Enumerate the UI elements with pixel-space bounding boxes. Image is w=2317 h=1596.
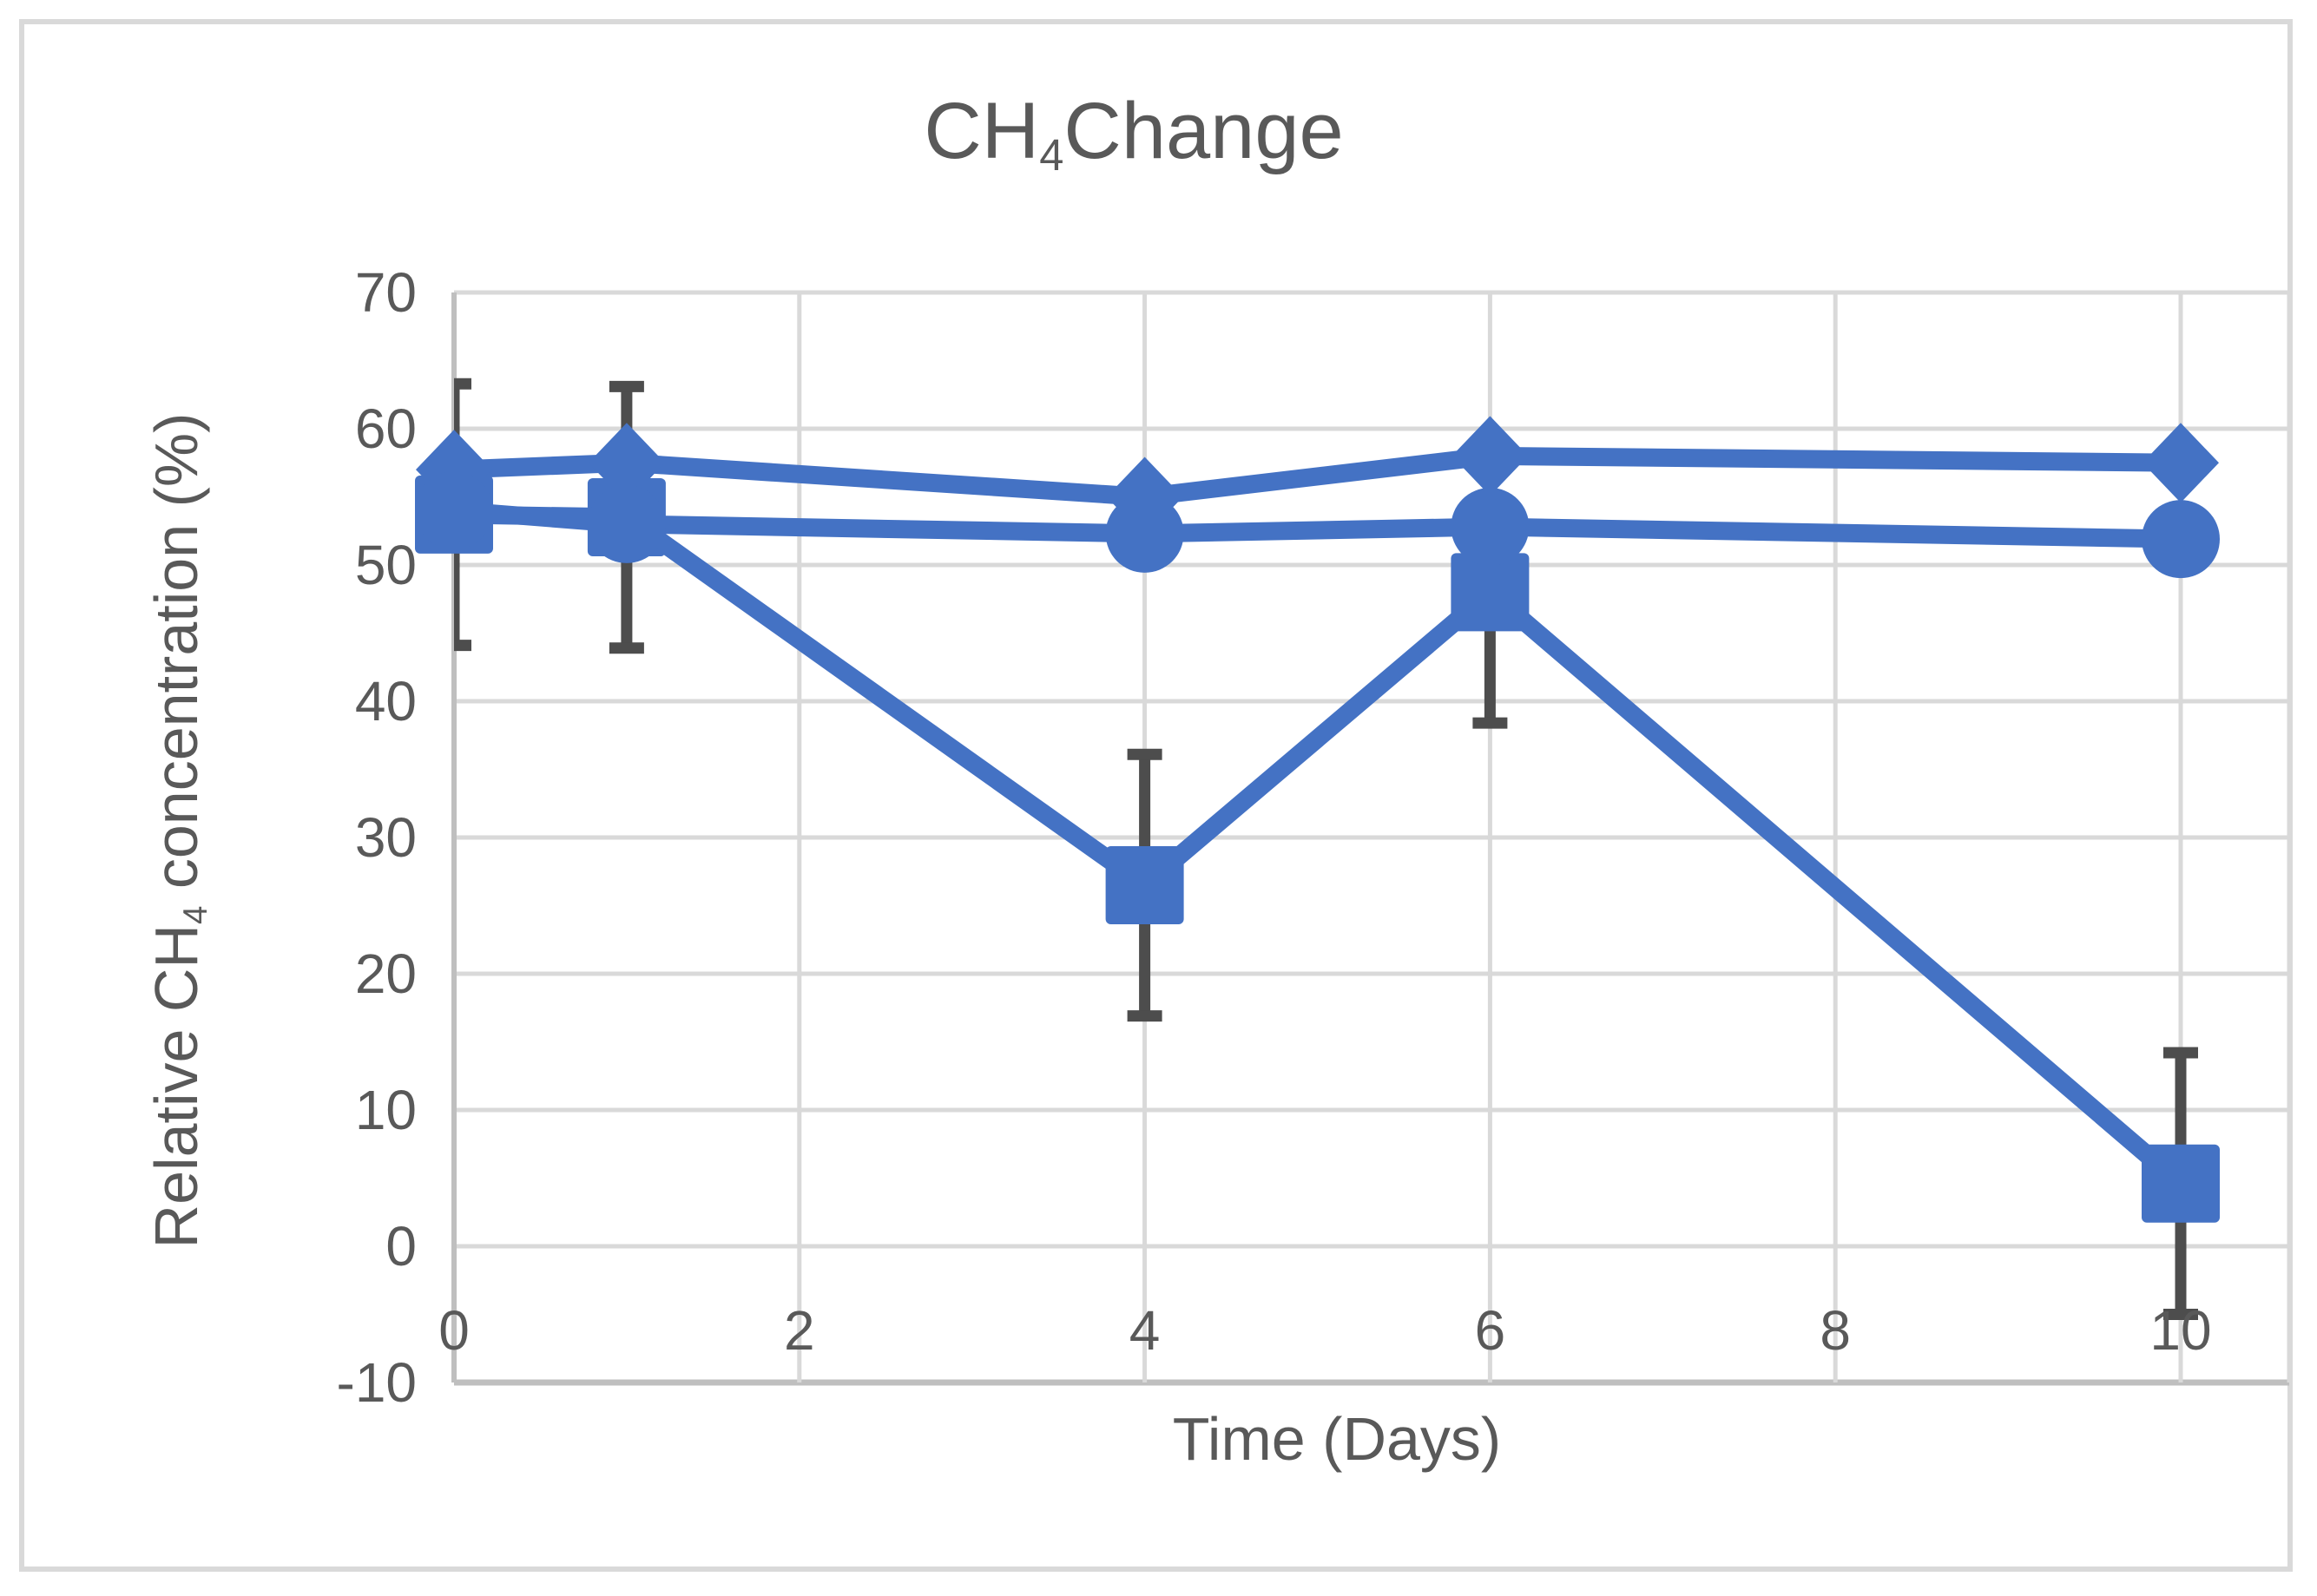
y-tick-label: 70 [354,261,417,324]
y-axis-title-prefix: Relative CH [142,924,210,1249]
circle-marker [415,471,493,550]
chart-title: CH4Change [700,83,1568,187]
square-series-line [453,505,2187,1191]
x-tick-label: 8 [1820,1299,1851,1362]
x-tick-label: 2 [784,1299,815,1362]
x-axis-title: Time (Days) [1172,1405,1502,1473]
marker-layer [415,416,2220,1223]
y-tick-label: 30 [354,806,417,869]
x-tick-label: 6 [1474,1299,1506,1362]
circle-marker [1105,494,1184,573]
y-tick-label: -10 [336,1351,418,1414]
y-tick-label: 60 [354,397,417,460]
circle-marker [2142,500,2220,579]
circle-marker [1451,488,1530,567]
x-tick-label: 0 [438,1299,470,1362]
chart-title-suffix: Change [1063,87,1344,175]
square-marker [1105,845,1184,924]
square-marker [1451,553,1530,632]
diamond-series-line [453,446,2182,506]
y-tick-label: 50 [354,534,417,596]
diamond-marker [1451,416,1529,496]
y-axis-title: Relative CH4 concentration (%) [142,310,214,1351]
y-tick-label: 40 [354,670,417,732]
diamond-marker [2143,423,2219,503]
chart-title-subscript: 4 [1039,130,1064,181]
x-tick-label: 4 [1129,1299,1161,1362]
y-tick-label: 0 [385,1215,417,1277]
chart-border-frame [19,19,2293,1572]
chart-title-prefix: CH [924,87,1040,175]
square-marker [2142,1144,2220,1223]
y-tick-label: 20 [354,942,417,1005]
x-tick-label: 10 [2149,1299,2212,1362]
circle-series-line [453,501,2182,548]
y-axis-title-suffix: concentration (%) [142,412,210,906]
circle-marker [587,484,666,563]
y-axis-title-subscript: 4 [176,905,214,925]
y-tick-label: 10 [354,1079,417,1141]
